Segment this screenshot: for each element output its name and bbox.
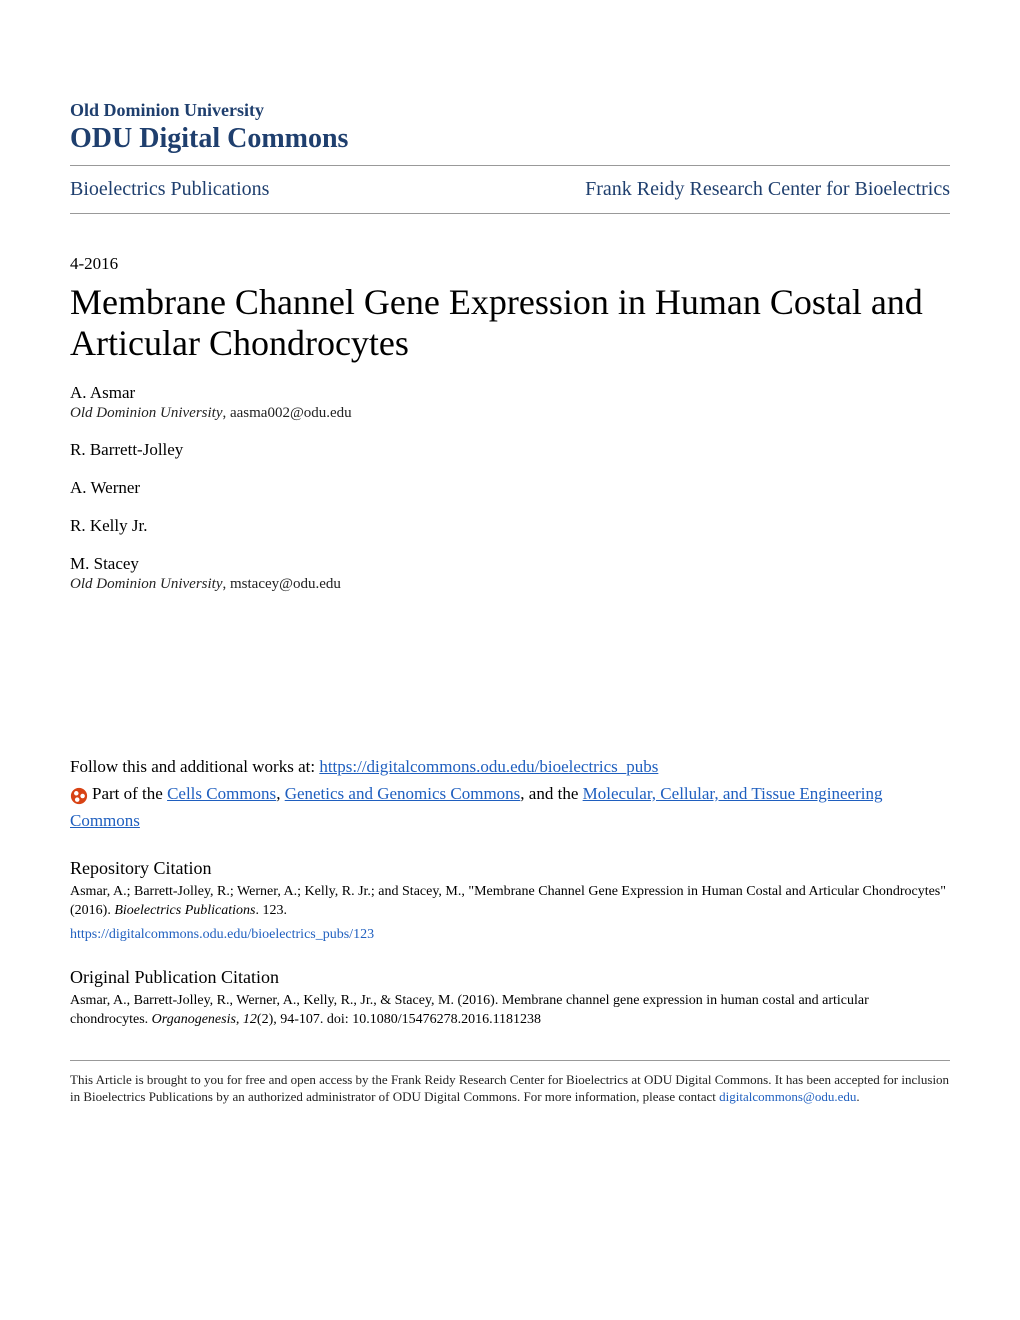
follow-prefix: Follow this and additional works at:: [70, 757, 319, 776]
part-of-prefix: Part of the: [92, 784, 167, 803]
author-name: M. Stacey: [70, 554, 950, 574]
digital-commons-title[interactable]: ODU Digital Commons: [70, 123, 950, 155]
author-4: R. Kelly Jr.: [70, 516, 950, 536]
citation-suffix: (2), 94-107. doi: 10.1080/15476278.2016.…: [257, 1012, 541, 1027]
author-affiliation: Old Dominion University, aasma002@odu.ed…: [70, 405, 950, 422]
breadcrumb-left-link[interactable]: Bioelectrics Publications: [70, 178, 269, 201]
separator: ,: [276, 784, 285, 803]
header-block: Old Dominion University ODU Digital Comm…: [70, 100, 950, 155]
article-title: Membrane Channel Gene Expression in Huma…: [70, 282, 950, 365]
divider-mid: [70, 213, 950, 214]
footer-contact-link[interactable]: digitalcommons@odu.edu: [719, 1089, 856, 1104]
repository-citation-section: Repository Citation Asmar, A.; Barrett-J…: [70, 858, 950, 943]
author-2: R. Barrett-Jolley: [70, 440, 950, 460]
network-icon: [70, 786, 88, 804]
follow-section: Follow this and additional works at: htt…: [70, 753, 950, 835]
breadcrumb-right-link[interactable]: Frank Reidy Research Center for Bioelect…: [585, 178, 950, 201]
author-name: A. Asmar: [70, 383, 950, 403]
citation-journal: Bioelectrics Publications: [114, 903, 255, 918]
follow-url-link[interactable]: https://digitalcommons.odu.edu/bioelectr…: [319, 757, 658, 776]
author-1: A. Asmar Old Dominion University, aasma0…: [70, 383, 950, 422]
publication-date: 4-2016: [70, 254, 950, 274]
divider-footer: [70, 1060, 950, 1061]
breadcrumb: Bioelectrics Publications Frank Reidy Re…: [70, 178, 950, 201]
cells-commons-link[interactable]: Cells Commons: [167, 784, 276, 803]
original-citation-section: Original Publication Citation Asmar, A.,…: [70, 967, 950, 1030]
author-email: aasma002@odu.edu: [230, 405, 352, 421]
genetics-commons-link[interactable]: Genetics and Genomics Commons: [285, 784, 521, 803]
author-name: R. Barrett-Jolley: [70, 440, 950, 460]
author-5: M. Stacey Old Dominion University, mstac…: [70, 554, 950, 593]
repository-citation-body: Asmar, A.; Barrett-Jolley, R.; Werner, A…: [70, 883, 950, 921]
footer-period: .: [856, 1089, 859, 1104]
footer-text: This Article is brought to you for free …: [70, 1071, 950, 1106]
repository-citation-title: Repository Citation: [70, 858, 950, 879]
citation-suffix: . 123.: [255, 903, 287, 918]
author-name: R. Kelly Jr.: [70, 516, 950, 536]
author-email: mstacey@odu.edu: [230, 576, 341, 592]
author-affiliation: Old Dominion University, mstacey@odu.edu: [70, 576, 950, 593]
divider-top: [70, 165, 950, 166]
original-citation-title: Original Publication Citation: [70, 967, 950, 988]
separator: , and the: [520, 784, 582, 803]
repository-citation-link[interactable]: https://digitalcommons.odu.edu/bioelectr…: [70, 927, 374, 942]
institution-name: Old Dominion University: [70, 100, 950, 121]
affiliation-institution: Old Dominion University: [70, 576, 222, 592]
original-citation-body: Asmar, A., Barrett-Jolley, R., Werner, A…: [70, 992, 950, 1030]
author-name: A. Werner: [70, 478, 950, 498]
affiliation-institution: Old Dominion University: [70, 405, 222, 421]
citation-journal: Organogenesis, 12: [152, 1012, 257, 1027]
author-3: A. Werner: [70, 478, 950, 498]
